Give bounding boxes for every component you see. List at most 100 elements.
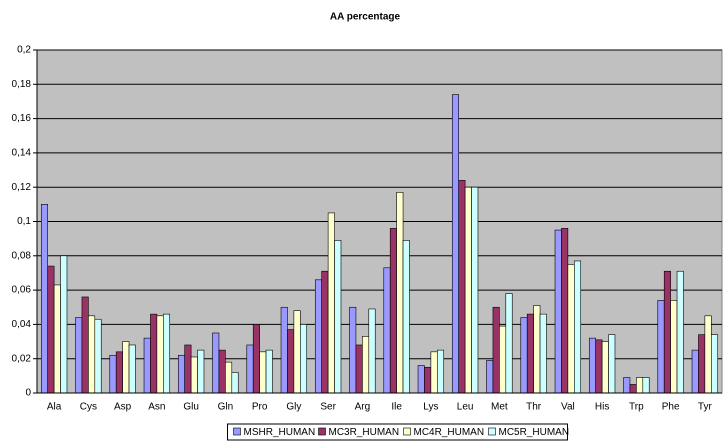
x-tick-label: Cys — [80, 402, 97, 413]
bar — [225, 361, 233, 394]
bar — [657, 300, 665, 394]
x-tick-label: Asn — [148, 402, 165, 413]
y-tick-label: 0,02 — [12, 353, 32, 364]
bar — [526, 313, 534, 394]
bar — [162, 313, 171, 394]
y-tick-label: 0,18 — [12, 79, 32, 90]
bar — [623, 377, 631, 394]
bar — [115, 351, 123, 394]
bar — [608, 334, 616, 394]
y-tick-label: 0,04 — [12, 319, 32, 330]
bar — [143, 337, 151, 394]
bar — [402, 240, 410, 394]
bar — [486, 360, 494, 394]
bar — [436, 349, 445, 394]
bar — [349, 306, 357, 394]
bar — [601, 341, 609, 394]
bar — [554, 229, 562, 394]
bar — [314, 279, 323, 394]
legend-swatch — [318, 427, 326, 436]
bar — [53, 284, 61, 394]
bar — [218, 349, 226, 394]
y-tick-label: 0,06 — [12, 285, 32, 296]
bar — [280, 306, 288, 394]
bar — [539, 313, 547, 394]
x-tick-label: Ser — [320, 402, 336, 413]
y-tick-label: 0,08 — [12, 250, 32, 261]
bar — [396, 192, 404, 394]
bar — [698, 334, 706, 394]
bar — [704, 315, 712, 394]
x-tick-label: Gly — [286, 402, 301, 413]
x-tick-label: Thr — [526, 402, 542, 413]
bar — [293, 310, 301, 394]
x-tick-label: Ile — [391, 402, 402, 413]
x-tick-label: Arg — [355, 402, 371, 413]
bar — [499, 325, 507, 394]
bar — [122, 341, 130, 394]
bar — [533, 305, 541, 394]
x-tick-label: Glu — [183, 402, 199, 413]
y-tick-label: 0,14 — [12, 148, 32, 159]
bar — [458, 180, 466, 394]
bar — [190, 356, 198, 394]
x-tick-label: Gln — [218, 402, 234, 413]
x-tick-label: Phe — [662, 402, 680, 413]
x-tick-label: Trp — [629, 402, 644, 413]
bar — [94, 318, 102, 394]
bar — [321, 270, 329, 394]
bar — [451, 94, 460, 394]
bar — [231, 372, 239, 394]
bar — [505, 293, 513, 394]
legend-label: MC4R_HUMAN — [414, 427, 485, 438]
x-tick-label: Lys — [423, 402, 438, 413]
x-tick-label: His — [595, 402, 609, 413]
y-tick-label: 0,16 — [12, 113, 32, 124]
legend-label: MC5R_HUMAN — [499, 427, 570, 438]
bar — [362, 336, 370, 394]
bar — [676, 270, 684, 394]
y-tick-label: 0,12 — [12, 182, 32, 193]
y-tick-label: 0,2 — [17, 45, 31, 56]
bar — [567, 264, 575, 394]
y-tick-label: 0,1 — [17, 216, 31, 227]
bar — [710, 334, 719, 394]
bar — [573, 260, 582, 394]
x-tick-label: Pro — [252, 402, 268, 413]
bar — [177, 354, 186, 394]
bar — [128, 344, 136, 394]
bar — [334, 240, 342, 394]
bar — [259, 351, 267, 394]
x-tick-label: Val — [561, 402, 575, 413]
bar — [424, 366, 432, 394]
bar — [40, 204, 49, 394]
x-tick-label: Ala — [47, 402, 62, 413]
y-tick-label: 0 — [25, 388, 31, 399]
bar — [368, 308, 376, 394]
bar — [588, 337, 597, 394]
bar — [691, 349, 699, 394]
x-tick-label: Leu — [457, 402, 474, 413]
bar — [670, 300, 678, 394]
legend-swatch — [233, 427, 241, 436]
x-tick-label: Asp — [114, 402, 132, 413]
bar — [47, 265, 55, 394]
bar — [197, 349, 205, 394]
legend-label: MSHR_HUMAN — [244, 427, 316, 438]
bar — [430, 351, 438, 394]
bar — [561, 228, 569, 394]
bar — [642, 377, 650, 394]
chart-title: AA percentage — [330, 12, 401, 23]
legend-swatch — [403, 427, 411, 436]
x-tick-label: Met — [491, 402, 508, 413]
x-tick-label: Tyr — [698, 402, 713, 413]
bar — [60, 255, 68, 394]
legend-label: MC3R_HUMAN — [329, 427, 400, 438]
bar — [150, 313, 158, 394]
bar — [629, 384, 637, 394]
bar — [595, 339, 603, 394]
bar — [88, 315, 96, 394]
bar — [81, 296, 89, 394]
bar — [299, 324, 308, 394]
